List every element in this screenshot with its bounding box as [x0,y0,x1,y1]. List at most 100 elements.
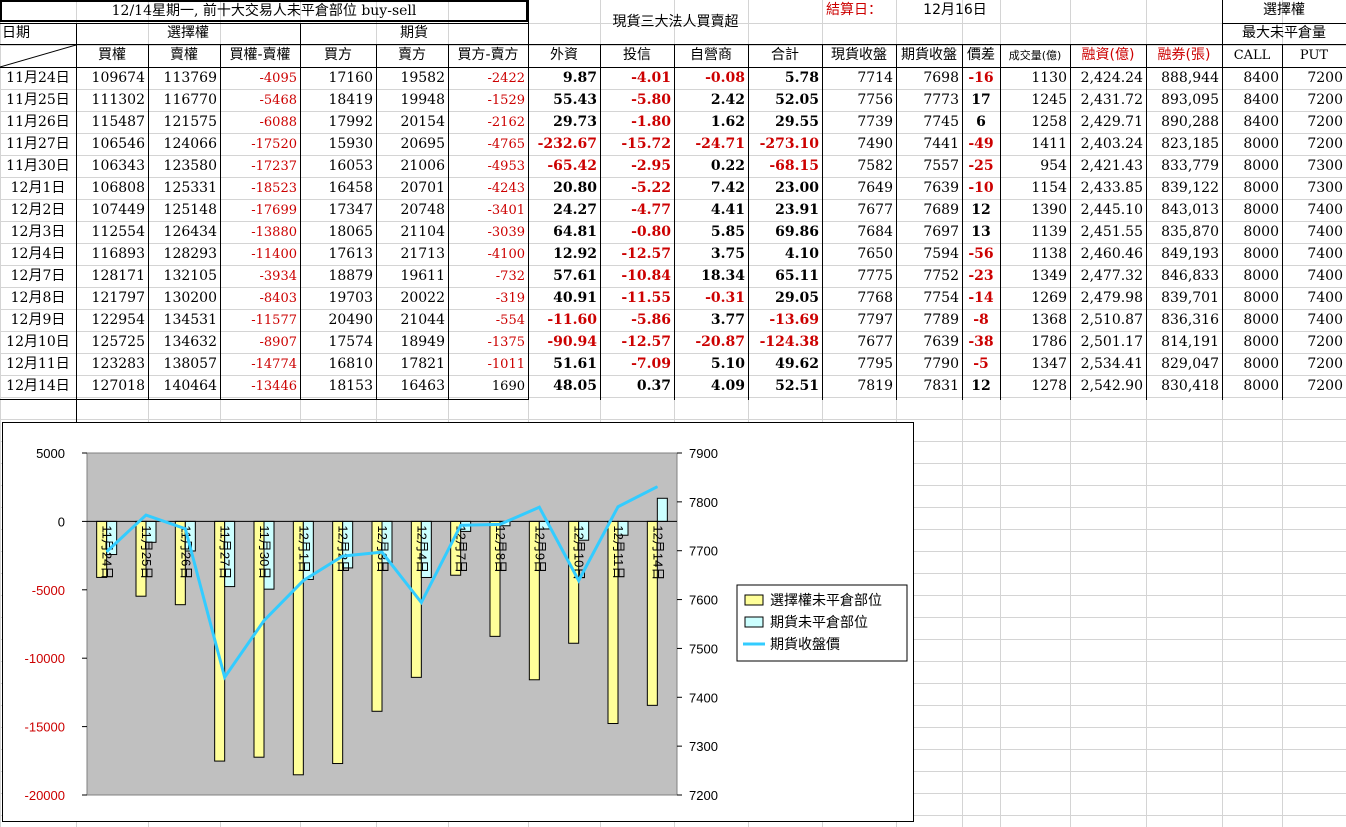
cell-date[interactable]: 12月3日 [10,224,66,240]
cell-maxput[interactable]: 7200 [1307,114,1343,130]
cell-total[interactable]: 4.10 [784,246,819,262]
cell-cp[interactable]: -11400 [251,247,297,262]
cell-trust[interactable]: -12.57 [621,334,671,350]
cell-call[interactable]: 125725 [91,334,145,350]
cell-fut[interactable]: 7441 [923,136,959,152]
cell-vol[interactable]: 954 [1040,158,1067,174]
cell-short[interactable]: 893,095 [1161,92,1219,108]
cell-put[interactable]: 134632 [163,334,217,350]
cell-bs[interactable]: 1690 [491,379,525,394]
cell-foreign[interactable]: 24.27 [553,202,597,218]
cell-buy[interactable]: 16810 [328,356,373,372]
cell-dealer[interactable]: 5.85 [710,224,745,240]
cell-buy[interactable]: 19703 [328,290,373,306]
cell-vol[interactable]: 1786 [1031,334,1067,350]
cell-maxput[interactable]: 7400 [1307,268,1343,284]
cell-bs[interactable]: -1011 [487,357,525,372]
cell-call[interactable]: 112554 [91,224,145,240]
cell-foreign[interactable]: 64.81 [553,224,597,240]
cell-cp[interactable]: -14774 [251,357,297,372]
cell-foreign[interactable]: -65.42 [547,158,597,174]
cell-buy[interactable]: 17160 [328,70,373,86]
cell-total[interactable]: 65.11 [775,268,819,284]
cell-diff[interactable]: -56 [968,246,994,262]
cell-put[interactable]: 130200 [163,290,217,306]
cell-foreign[interactable]: 57.61 [553,268,597,284]
cell-bs[interactable]: -2422 [487,71,525,86]
cell-fut[interactable]: 7752 [923,268,959,284]
cell-call[interactable]: 107449 [91,202,145,218]
cell-total[interactable]: 23.00 [775,180,819,196]
cell-sell[interactable]: 20701 [400,180,445,196]
cell-dealer[interactable]: -0.31 [705,290,745,306]
cell-trust[interactable]: -5.86 [631,312,671,328]
cell-call[interactable]: 122954 [91,312,145,328]
cell-bs[interactable]: -1375 [487,335,525,350]
cell-vol[interactable]: 1130 [1031,70,1067,86]
cell-margin[interactable]: 2,460.46 [1080,246,1143,262]
cell-maxput[interactable]: 7400 [1307,290,1343,306]
cell-total[interactable]: 52.51 [775,378,819,394]
cell-sell[interactable]: 21044 [400,312,445,328]
cell-sell[interactable]: 19948 [400,92,445,108]
cell-date[interactable]: 12月4日 [10,246,66,262]
cell-fut[interactable]: 7790 [923,356,959,372]
cell-sell[interactable]: 20748 [400,202,445,218]
cell-spot[interactable]: 7756 [857,92,893,108]
cell-put[interactable]: 134531 [163,312,217,328]
cell-dealer[interactable]: -20.87 [695,334,745,350]
cell-short[interactable]: 830,418 [1161,378,1219,394]
cell-maxput[interactable]: 7300 [1307,180,1343,196]
cell-diff[interactable]: -16 [968,70,994,86]
cell-maxcall[interactable]: 8000 [1243,334,1279,350]
cell-maxcall[interactable]: 8000 [1243,312,1279,328]
cell-call[interactable]: 123283 [91,356,145,372]
cell-diff[interactable]: 12 [971,378,991,394]
cell-bs[interactable]: -3039 [487,225,525,240]
cell-buy[interactable]: 15930 [328,136,373,152]
cell-foreign[interactable]: -232.67 [537,136,597,152]
cell-margin[interactable]: 2,451.55 [1080,224,1143,240]
cell-buy[interactable]: 17613 [328,246,373,262]
cell-dealer[interactable]: -0.08 [705,70,745,86]
cell-foreign[interactable]: 55.43 [553,92,597,108]
cell-fut[interactable]: 7698 [923,70,959,86]
cell-fut[interactable]: 7557 [923,158,959,174]
cell-dealer[interactable]: 5.10 [710,356,745,372]
cell-date[interactable]: 12月10日 [6,334,70,350]
cell-put[interactable]: 138057 [163,356,217,372]
cell-vol[interactable]: 1139 [1031,224,1067,240]
cell-diff[interactable]: -23 [968,268,994,284]
cell-short[interactable]: 836,316 [1161,312,1219,328]
cell-sell[interactable]: 17821 [400,356,445,372]
cell-spot[interactable]: 7714 [857,70,893,86]
cell-short[interactable]: 833,779 [1161,158,1219,174]
cell-total[interactable]: 29.05 [775,290,819,306]
cell-put[interactable]: 132105 [163,268,217,284]
cell-vol[interactable]: 1269 [1031,290,1067,306]
cell-trust[interactable]: -15.72 [621,136,671,152]
cell-date[interactable]: 12月1日 [10,180,66,196]
cell-foreign[interactable]: 48.05 [553,378,597,394]
cell-maxcall[interactable]: 8000 [1243,202,1279,218]
cell-put[interactable]: 116770 [163,92,217,108]
cell-date[interactable]: 11月24日 [6,70,70,86]
cell-bs[interactable]: -3401 [487,203,525,218]
cell-sell[interactable]: 21104 [400,224,445,240]
cell-put[interactable]: 123580 [163,158,217,174]
cell-date[interactable]: 12月2日 [10,202,66,218]
cell-trust[interactable]: -0.80 [631,224,671,240]
cell-spot[interactable]: 7819 [857,378,893,394]
cell-margin[interactable]: 2,433.85 [1080,180,1143,196]
cell-maxcall[interactable]: 8000 [1243,268,1279,284]
cell-foreign[interactable]: 20.80 [553,180,597,196]
cell-put[interactable]: 126434 [163,224,217,240]
cell-diff[interactable]: -14 [968,290,994,306]
cell-dealer[interactable]: 4.09 [710,378,745,394]
cell-vol[interactable]: 1411 [1031,136,1067,152]
cell-trust[interactable]: -4.01 [631,70,671,86]
cell-fut[interactable]: 7745 [923,114,959,130]
cell-buy[interactable]: 17574 [328,334,373,350]
cell-diff[interactable]: -49 [968,136,994,152]
cell-trust[interactable]: -10.84 [621,268,671,284]
